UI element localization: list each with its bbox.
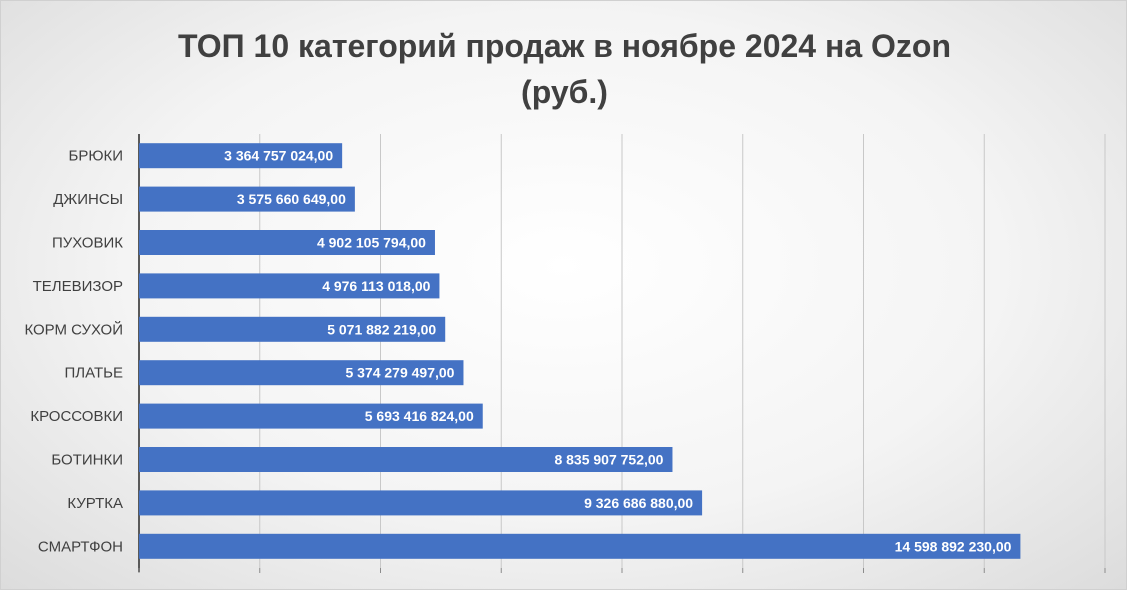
bar — [139, 447, 673, 472]
bar — [139, 360, 464, 386]
data-label: 3 364 757 024,00 — [224, 148, 333, 164]
chart-title: ТОП 10 категорий продаж в ноябре 2024 на… — [1, 23, 1127, 115]
category-label: ТЕЛЕВИЗОР — [33, 278, 123, 295]
data-label: 4 976 113 018,00 — [322, 278, 430, 294]
category-label: ПУХОВИК — [52, 235, 123, 252]
bar — [139, 316, 446, 342]
bar — [139, 490, 703, 516]
bar — [139, 403, 483, 429]
data-label: 5 374 279 497,00 — [345, 365, 454, 381]
chart-title-unit: (руб.) — [521, 74, 608, 110]
category-label: ПЛАТЬЕ — [65, 365, 123, 382]
bars — [139, 143, 1021, 559]
bar — [139, 230, 435, 255]
bar — [139, 186, 355, 212]
category-label: СМАРТФОН — [38, 538, 123, 555]
category-label: КРОССОВКИ — [30, 408, 123, 425]
bar — [139, 273, 440, 299]
bar — [139, 143, 343, 169]
data-label: 9 326 686 880,00 — [584, 495, 693, 511]
data-label: 5 693 416 824,00 — [365, 408, 474, 424]
data-label: 3 575 660 649,00 — [237, 191, 346, 207]
category-label: КУРТКА — [67, 495, 123, 512]
data-label: 4 902 105 794,00 — [317, 235, 426, 251]
labels: БРЮКИ 3 364 757 024,00 ДЖИНСЫ 3 575 660 649… — [24, 148, 1011, 556]
category-label: БРЮКИ — [68, 148, 123, 165]
category-label: БОТИНКИ — [51, 452, 123, 469]
category-label: ДЖИНСЫ — [53, 191, 123, 208]
data-label: 14 598 892 230,00 — [895, 538, 1012, 554]
category-label: КОРМ СУХОЙ — [24, 320, 123, 338]
data-label: 5 071 882 219,00 — [327, 321, 436, 337]
data-label: 8 835 907 752,00 — [554, 452, 663, 468]
bar — [139, 533, 1021, 559]
chart-title-main: ТОП 10 категорий продаж в ноябре 2024 на… — [178, 28, 951, 64]
